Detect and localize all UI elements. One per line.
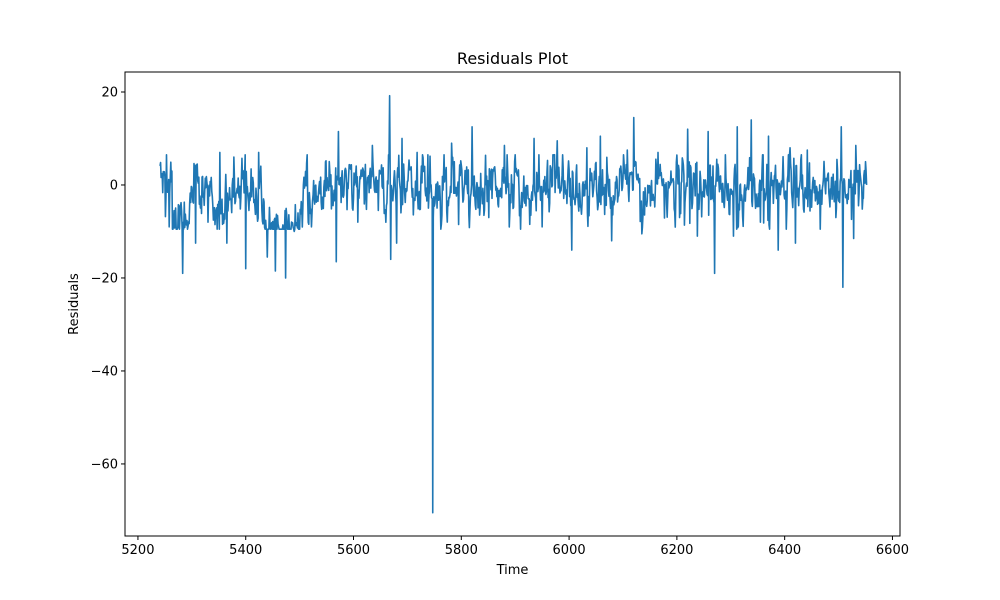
x-tick-label: 5800 <box>445 543 478 558</box>
y-tick-label: −40 <box>91 364 118 379</box>
x-axis-ticks: 5200 5400 5600 5800 6000 6200 6400 6600 <box>121 536 909 558</box>
x-tick-label: 6600 <box>876 543 909 558</box>
x-tick-label: 5200 <box>121 543 154 558</box>
x-tick-label: 5400 <box>229 543 262 558</box>
residuals-series-line <box>159 94 868 514</box>
y-tick-label: 20 <box>101 85 118 100</box>
plot-area <box>159 94 868 514</box>
y-axis-ticks: −60 −40 −20 0 20 <box>91 85 125 472</box>
y-tick-label: −20 <box>91 271 118 286</box>
x-axis-label: Time <box>496 563 529 578</box>
axes-frame <box>124 71 901 537</box>
y-axis-label: Residuals <box>67 273 82 335</box>
y-tick-label: −60 <box>91 457 118 472</box>
y-tick-label: 0 <box>110 178 118 193</box>
chart-title: Residuals Plot <box>457 49 568 68</box>
x-tick-label: 6200 <box>660 543 693 558</box>
x-tick-label: 5600 <box>337 543 370 558</box>
x-tick-label: 6400 <box>768 543 801 558</box>
x-tick-label: 6000 <box>553 543 586 558</box>
